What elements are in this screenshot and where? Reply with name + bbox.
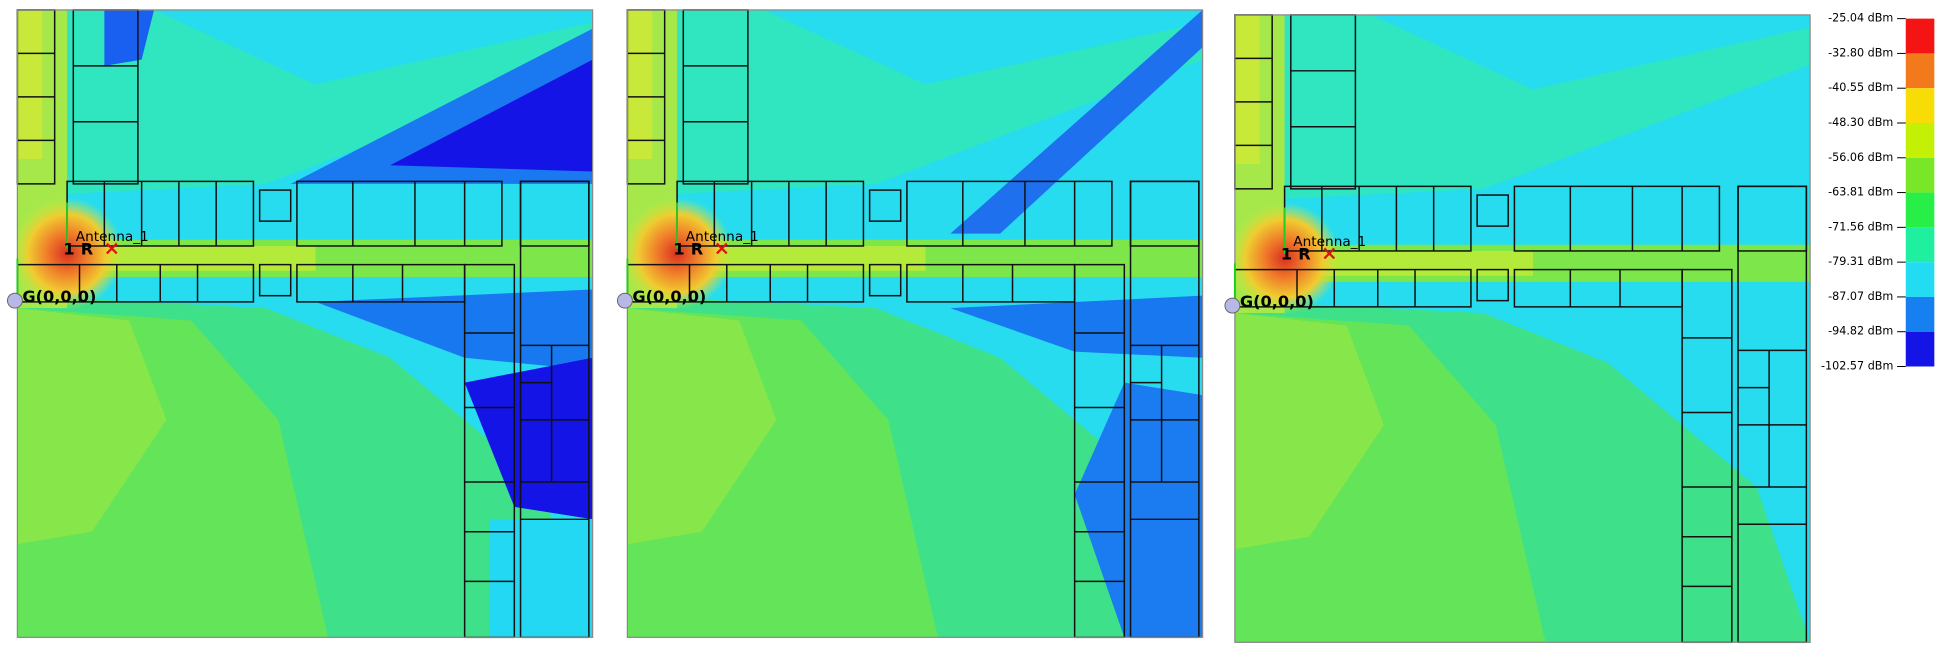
antenna-index: 1 (63, 240, 74, 259)
legend-label: -48.30 dBm (1828, 116, 1893, 129)
origin-marker (1224, 297, 1241, 314)
legend-label: -32.80 dBm (1828, 46, 1893, 59)
legend-swatch (1905, 88, 1935, 123)
legend-swatch (1905, 122, 1935, 158)
legend-label: -40.55 dBm (1828, 81, 1893, 94)
panel-border (16, 9, 594, 638)
legend-swatch (1905, 227, 1935, 263)
origin-label: G(0,0,0) (1240, 292, 1314, 311)
heatmap-fill (1234, 14, 1811, 643)
heatmap (621, 10, 1202, 637)
origin-marker (6, 292, 23, 309)
heatmap (11, 10, 592, 637)
legend-label: -87.07 dBm (1828, 290, 1893, 303)
legend-label: -71.56 dBm (1828, 220, 1893, 233)
antenna-index: 1 (1281, 245, 1292, 264)
antenna-label: Antenna_1 (1293, 234, 1366, 250)
origin-marker (616, 292, 633, 309)
origin-label: G(0,0,0) (632, 287, 706, 306)
antenna-label: Antenna_1 (686, 229, 759, 245)
legend-label: -102.57 dBm (1821, 359, 1893, 372)
receiver-label: R (81, 240, 94, 259)
heatmap-fill (621, 10, 1202, 637)
origin-label: G(0,0,0) (22, 287, 96, 306)
legend-label: -79.31 dBm (1828, 255, 1893, 268)
legend-swatch (1905, 296, 1935, 332)
legend-swatch (1905, 262, 1935, 297)
legend-swatch (1905, 331, 1935, 367)
heatmap (1234, 14, 1811, 643)
receiver-marker (716, 242, 728, 255)
legend-label: -63.81 dBm (1828, 186, 1893, 199)
panel-border (1234, 14, 1811, 643)
legend-swatch (1905, 157, 1935, 193)
receiver-marker (1323, 247, 1336, 260)
legend-label: -25.04 dBm (1828, 12, 1893, 25)
coverage-panel: Antenna_11 R G(0,0,0) (616, 9, 1204, 639)
coverage-panel: Antenna_11 R G(0,0,0) (6, 9, 594, 639)
legend-swatch (1905, 18, 1935, 54)
color-legend: -25.04 dBm -32.80 dBm -40.55 dBm -48.30 dBm… (1821, 12, 1935, 372)
panel-border (626, 9, 1204, 638)
antenna-label: Antenna_1 (76, 229, 149, 245)
legend-swatch (1905, 192, 1935, 228)
receiver-marker (106, 242, 118, 255)
heatmap-fill (11, 10, 592, 637)
legend-label: -94.82 dBm (1828, 325, 1893, 338)
coverage-panel: Antenna_11 R G(0,0,0) (1224, 14, 1811, 644)
receiver-label: R (1298, 245, 1311, 264)
receiver-label: R (691, 240, 704, 259)
legend-label: -56.06 dBm (1828, 151, 1893, 164)
antenna-index: 1 (673, 240, 684, 259)
legend-swatch (1905, 53, 1935, 89)
